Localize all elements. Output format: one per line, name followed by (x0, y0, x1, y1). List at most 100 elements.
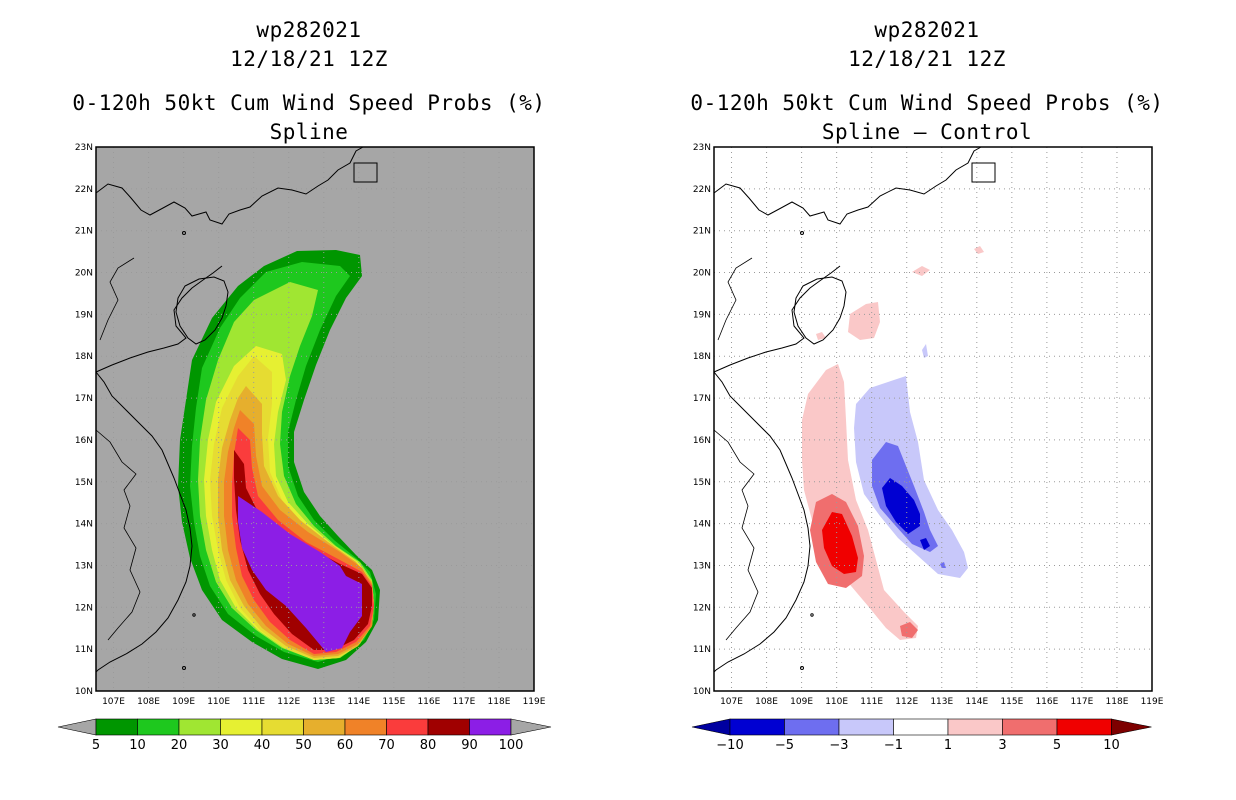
lon-label: 111E (242, 697, 265, 707)
island (182, 231, 186, 235)
lon-label: 107E (720, 697, 743, 707)
diff-contour (802, 364, 918, 640)
lat-label: 15N (75, 478, 93, 488)
colorbar-swatch (427, 718, 470, 736)
lat-label: 15N (693, 478, 711, 488)
lon-label: 107E (102, 697, 125, 707)
date-title: 12/18/21 12Z (848, 47, 1006, 71)
country-border (717, 257, 753, 341)
diff-contour (922, 344, 928, 358)
diff-contour (816, 332, 826, 340)
hong-kong-box (353, 162, 378, 183)
lat-label: 11N (693, 645, 711, 655)
map-spline: 23N 22N 21N 20N 19N 18N 17N 16N 15N 14N 13N 12N 11N 1… (57, 143, 552, 753)
island (182, 666, 186, 670)
colorbar (691, 718, 1152, 736)
colorbar-label: −3 (829, 738, 848, 753)
storm-id-title: wp282021 (874, 18, 980, 42)
colorbar-label: 40 (254, 738, 271, 753)
lat-label: 20N (693, 269, 711, 279)
map-difference: 23N 22N 21N 20N 19N 18N 17N 16N 15N 14N 13N 12N 11N 1… (691, 143, 1164, 753)
lon-label: 114E (965, 697, 988, 707)
lon-label: 112E (895, 697, 918, 707)
island (800, 231, 804, 235)
lat-label: 19N (75, 310, 93, 320)
lat-label: 17N (75, 394, 93, 404)
lat-label: 16N (75, 436, 93, 446)
colorbar-swatch (386, 718, 429, 736)
colorbar-over-arrow (1111, 718, 1152, 736)
lon-label: 118E (1106, 697, 1129, 707)
hong-kong-box (971, 162, 996, 183)
lat-label: 11N (75, 645, 93, 655)
lon-label: 109E (790, 697, 813, 707)
diff-contour (882, 478, 920, 534)
colorbar-under-arrow (57, 718, 97, 736)
diff-contour (822, 512, 858, 574)
colorbar-swatch (947, 718, 1003, 736)
lat-label: 19N (693, 310, 711, 320)
product-title: 0-120h 50kt Cum Wind Speed Probs (%) (72, 91, 546, 115)
coast-line (713, 265, 841, 373)
lat-label: 13N (75, 561, 93, 571)
colorbar-swatch (261, 718, 304, 736)
colorbar-label: 60 (337, 738, 354, 753)
lon-label: 116E (417, 697, 440, 707)
colorbar-swatch (303, 718, 346, 736)
lat-label: 20N (75, 269, 93, 279)
country-border (713, 429, 759, 641)
lon-label: 112E (277, 697, 300, 707)
lon-label: 110E (825, 697, 848, 707)
lat-label: 23N (75, 143, 93, 153)
colorbar-swatch (469, 718, 512, 736)
colorbar-swatch (1056, 718, 1112, 736)
colorbar-swatch (838, 718, 894, 736)
probability-contours (802, 246, 984, 640)
grid-lines (96, 147, 534, 691)
panel-difference: wp282021 12/18/21 12Z 0-120h 50kt Cum Wi… (618, 0, 1236, 800)
colorbar-swatch (1002, 718, 1058, 736)
borders (713, 257, 759, 641)
coast-line (95, 371, 193, 673)
colorbar-label: 100 (499, 738, 524, 753)
colorbar-label: 1 (944, 738, 952, 753)
diff-contour (854, 376, 968, 578)
lon-label: 108E (755, 697, 778, 707)
colorbar-under-arrow (691, 718, 731, 736)
lat-label: 10N (75, 687, 93, 697)
colorbar-label: 20 (171, 738, 188, 753)
lon-label: 119E (523, 697, 546, 707)
subtitle: Spline – Control (821, 120, 1033, 144)
colorbar-swatch (178, 718, 221, 736)
colorbar-label: 10 (129, 738, 146, 753)
borders (95, 257, 141, 641)
lon-label: 109E (172, 697, 195, 707)
map-frame (713, 146, 1153, 692)
colorbar (57, 718, 552, 736)
colorbar-label: 5 (1053, 738, 1061, 753)
coast-line (95, 265, 223, 373)
diff-contour (848, 302, 880, 340)
lat-label: 22N (693, 185, 711, 195)
colorbar-label: 10 (1103, 738, 1120, 753)
diff-contour (900, 622, 918, 638)
lon-label: 115E (1000, 697, 1023, 707)
diff-contour (940, 562, 946, 568)
colorbar-label: 80 (420, 738, 437, 753)
hainan-island (175, 276, 229, 345)
coastline (95, 146, 378, 673)
lon-label: 114E (347, 697, 370, 707)
lat-label: 16N (693, 436, 711, 446)
lat-label: 17N (693, 394, 711, 404)
colorbar-label: 90 (461, 738, 478, 753)
lat-label: 12N (693, 603, 711, 613)
colorbar-swatch (95, 718, 138, 736)
coast-line (95, 146, 364, 225)
lat-label: 14N (75, 520, 93, 530)
lat-label: 21N (75, 227, 93, 237)
coast-line (713, 146, 982, 225)
colorbar-swatch (729, 718, 785, 736)
lon-label: 108E (137, 697, 160, 707)
lat-label: 22N (75, 185, 93, 195)
map-background (714, 147, 1152, 691)
